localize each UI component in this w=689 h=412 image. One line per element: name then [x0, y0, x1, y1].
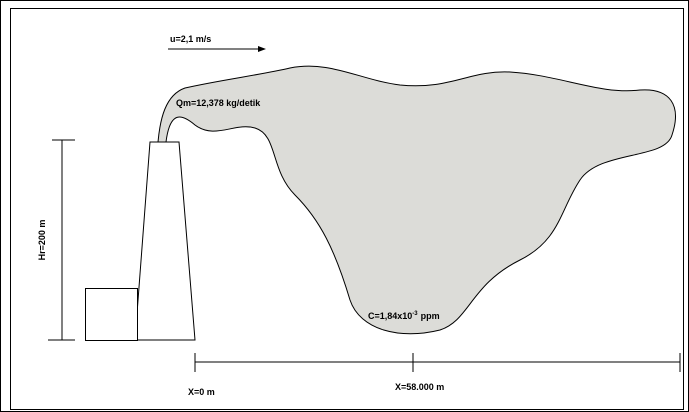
- frame: [10, 8, 684, 410]
- concentration-label: C=1,84x10-3 ppm: [368, 311, 440, 321]
- concentration-exponent: -3: [412, 311, 418, 317]
- concentration-unit: ppm: [421, 311, 440, 321]
- building: [85, 288, 138, 341]
- wind-label: u=2,1 m/s: [170, 34, 211, 44]
- stack: [134, 141, 196, 341]
- plume: [157, 65, 676, 335]
- arrow-head: [258, 46, 266, 52]
- x-end-label: X=58.000 m: [395, 382, 444, 392]
- height-label: Hr=200 m: [37, 220, 47, 261]
- concentration-base: C=1,84x10: [368, 311, 412, 321]
- emission-label: Qm=12,378 kg/detik: [176, 98, 261, 108]
- x-start-label: X=0 m: [188, 387, 215, 397]
